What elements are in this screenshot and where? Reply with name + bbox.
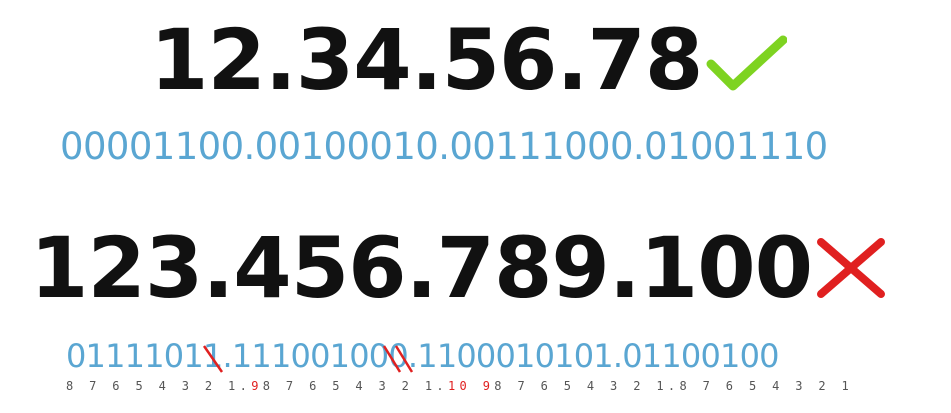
octet-separator: . xyxy=(239,379,252,393)
cross-icon xyxy=(817,238,885,298)
octet-4-positions: 8 7 6 5 4 3 2 1 xyxy=(679,379,854,393)
overflow-strike-mark xyxy=(202,345,224,373)
invalid-ip-address: 123.456.789.100 xyxy=(30,219,813,317)
invalid-ip-binary: 01111011.111001000.1100010101.01100100 xyxy=(66,337,780,375)
bit-position-labels: 8 7 6 5 4 3 2 1.98 7 6 5 4 3 2 1.10 98 7… xyxy=(66,378,853,394)
octet-2-overflow-position: 9 xyxy=(251,379,263,393)
octet-1-positions: 8 7 6 5 4 3 2 1 xyxy=(66,379,240,393)
octet-3-positions: 8 7 6 5 4 3 2 1 xyxy=(494,379,668,393)
valid-ip-binary: 00001100.00100010.00111000.01001110 xyxy=(60,125,828,168)
overflow-strike-mark xyxy=(382,345,414,373)
octet-separator: . xyxy=(667,379,680,393)
check-icon xyxy=(706,35,787,91)
valid-ip-address: 12.34.56.78 xyxy=(150,11,703,109)
octet-2-positions: 8 7 6 5 4 3 2 1 xyxy=(262,379,437,393)
octet-3-overflow-positions: 10 9 xyxy=(447,379,495,393)
octet-separator: . xyxy=(436,379,448,393)
